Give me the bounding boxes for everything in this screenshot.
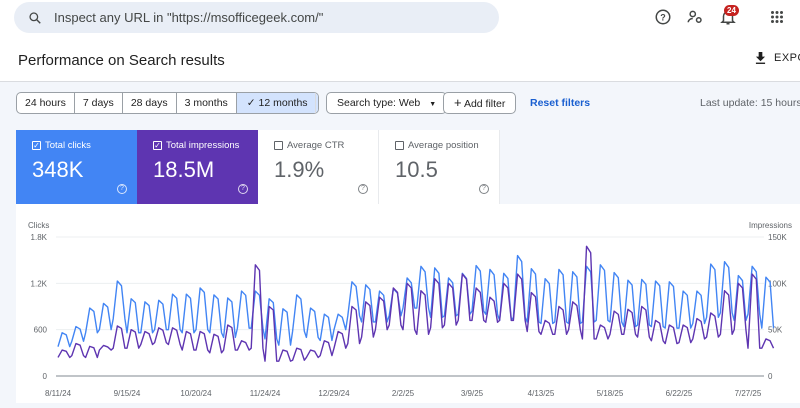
search-placeholder: Inspect any URL in "https://msofficegeek… <box>54 10 324 25</box>
last-update-text: Last update: 15 hours <box>700 97 800 109</box>
reset-filters-link[interactable]: Reset filters <box>530 97 591 109</box>
x-tick-label: 10/20/24 <box>180 389 212 398</box>
url-inspect-search[interactable]: Inspect any URL in "https://msofficegeek… <box>14 2 499 33</box>
metric-card-average-position[interactable]: Average position 10.5 ? <box>379 130 500 204</box>
left-tick-label: 0 <box>43 372 48 381</box>
right-tick-label: 50K <box>768 326 783 335</box>
help-icon[interactable]: ? <box>238 184 248 194</box>
right-tick-label: 100K <box>768 279 787 288</box>
range-28-days[interactable]: 28 days <box>123 93 177 113</box>
range-24-hours[interactable]: 24 hours <box>17 93 75 113</box>
plus-icon: + <box>454 95 462 110</box>
add-filter-label: Add filter <box>463 98 506 110</box>
metric-label: Average CTR <box>287 140 345 151</box>
series-line-impressions <box>57 245 775 362</box>
x-tick-label: 7/27/25 <box>735 389 762 398</box>
check-icon: ✓ <box>246 97 259 109</box>
metric-value: 18.5M <box>153 157 215 182</box>
x-tick-label: 9/15/24 <box>114 389 141 398</box>
right-axis-title: Impressions <box>749 221 792 230</box>
range-12-months-label: 12 months <box>258 97 308 109</box>
help-icon[interactable]: ? <box>654 8 672 26</box>
metric-card-average-ctr[interactable]: Average CTR 1.9% ? <box>258 130 379 204</box>
metric-card-total-clicks[interactable]: ✓ Total clicks 348K ? <box>16 130 137 204</box>
metric-label: Total clicks <box>45 140 91 151</box>
download-icon <box>755 52 766 64</box>
search-type-dropdown[interactable]: Search type: Web ▼ <box>326 92 448 114</box>
apps-grid-icon[interactable] <box>768 8 786 26</box>
help-icon[interactable]: ? <box>358 184 368 194</box>
manage-users-icon[interactable] <box>686 8 704 26</box>
range-12-months[interactable]: ✓ 12 months <box>236 93 318 113</box>
x-tick-label: 3/9/25 <box>461 389 484 398</box>
x-tick-label: 11/24/24 <box>250 389 281 398</box>
left-axis-title: Clicks <box>28 221 49 230</box>
chart-svg: Clicks Impressions 0 0 600 50K 1.2K 100K 1.8K 150… <box>28 221 792 398</box>
metric-value: 10.5 <box>395 157 438 182</box>
right-tick-label: 150K <box>768 233 787 242</box>
add-filter-button[interactable]: + Add filter <box>443 92 517 114</box>
dropdown-arrow-icon: ▼ <box>429 101 437 108</box>
right-tick-label: 0 <box>768 372 773 381</box>
divider <box>315 93 316 113</box>
x-tick-label: 8/11/24 <box>45 389 72 398</box>
search-icon <box>29 11 41 24</box>
x-tick-label: 6/22/25 <box>666 389 693 398</box>
date-range-selector: 24 hours 7 days 28 days 3 months ✓ 12 mo… <box>16 92 319 114</box>
metric-value: 1.9% <box>274 157 325 182</box>
checkbox-unchecked-icon[interactable] <box>395 141 404 150</box>
help-icon[interactable]: ? <box>117 184 127 194</box>
metric-label: Total impressions <box>166 140 240 151</box>
help-icon[interactable]: ? <box>479 184 489 194</box>
page-title: Performance on Search results <box>18 52 225 69</box>
left-tick-label: 1.2K <box>31 279 48 288</box>
checkbox-checked-icon[interactable]: ✓ <box>153 141 162 150</box>
x-tick-label: 2/2/25 <box>392 389 415 398</box>
checkbox-unchecked-icon[interactable] <box>274 141 283 150</box>
performance-chart: Clicks Impressions 0 0 600 50K 1.2K 100K 1.8K 150… <box>16 204 800 403</box>
metric-card-total-impressions[interactable]: ✓ Total impressions 18.5M ? <box>137 130 258 204</box>
metric-label: Average position <box>408 140 479 151</box>
svg-text:?: ? <box>660 12 666 22</box>
x-tick-label: 12/29/24 <box>318 389 350 398</box>
export-label: EXPO <box>774 52 800 64</box>
x-tick-label: 5/18/25 <box>597 389 624 398</box>
checkbox-checked-icon[interactable]: ✓ <box>32 141 41 150</box>
range-7-days[interactable]: 7 days <box>75 93 123 113</box>
left-tick-label: 600 <box>34 326 48 335</box>
series-line-clicks <box>57 254 775 348</box>
x-tick-label: 4/13/25 <box>528 389 555 398</box>
search-type-label: Search type: Web <box>337 97 421 109</box>
left-tick-label: 1.8K <box>31 233 48 242</box>
metric-value: 348K <box>32 157 84 182</box>
export-button[interactable]: EXPO <box>755 52 800 64</box>
notification-badge: 24 <box>724 5 739 16</box>
top-bar: Inspect any URL in "https://msofficegeek… <box>0 0 800 82</box>
range-3-months[interactable]: 3 months <box>177 93 237 113</box>
